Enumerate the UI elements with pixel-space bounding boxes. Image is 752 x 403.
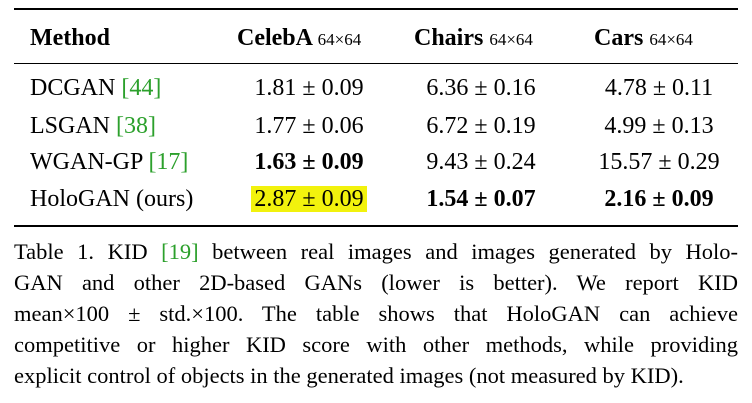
table-bottom-rule: [14, 225, 738, 227]
kid-cars-best: 2.16 ± 0.09: [604, 186, 714, 212]
caption-line: mean×100 ± std.×100. The table shows tha…: [14, 301, 738, 326]
dataset-name: Cars: [594, 25, 644, 51]
citation-link[interactable]: [44]: [121, 75, 162, 101]
kid-cars: 15.57 ± 0.29: [598, 149, 720, 175]
kid-chairs: 9.43 ± 0.24: [426, 149, 536, 175]
kid-celeba: 1.77 ± 0.06: [254, 113, 364, 139]
row-method: WGAN-GP [17]: [30, 147, 188, 177]
dataset-name: Chairs: [414, 25, 484, 51]
method-name: LSGAN: [30, 113, 117, 139]
kid-chairs: 6.72 ± 0.19: [426, 113, 536, 139]
row-method: DCGAN [44]: [30, 73, 161, 103]
method-name: WGAN-GP: [30, 149, 149, 175]
dataset-size: 64×64: [317, 30, 362, 49]
dataset-size: 64×64: [489, 30, 533, 49]
caption-line: competitive or higher KID score with oth…: [14, 332, 738, 357]
highlight-mark: 2.87 ± 0.09: [251, 186, 367, 212]
dataset-name: CelebA: [237, 25, 312, 51]
kid-celeba-best: 1.63 ± 0.09: [254, 149, 364, 175]
caption-text: between real images and images generated…: [198, 239, 739, 264]
table-top-rule: [14, 8, 738, 10]
caption-text: Table 1. KID: [14, 239, 162, 264]
citation-link[interactable]: [19]: [161, 239, 199, 264]
kid-celeba-highlighted: 2.87 ± 0.09: [229, 184, 389, 214]
kid-celeba: 1.81 ± 0.09: [254, 75, 364, 101]
citation-link[interactable]: [38]: [116, 113, 156, 139]
caption-line: GAN and other 2D-based GANs (lower is be…: [14, 270, 738, 295]
caption-line: explicit control of objects in the gener…: [14, 363, 684, 388]
method-name: HoloGAN (ours): [30, 186, 194, 212]
caption-line: Table 1. KID [19] between real images an…: [14, 236, 738, 267]
header-chairs: Chairs 64×64: [414, 23, 533, 55]
row-method: HoloGAN (ours): [30, 184, 193, 214]
header-celeba: CelebA 64×64: [237, 23, 361, 55]
kid-cars: 4.99 ± 0.13: [604, 113, 714, 139]
citation-link[interactable]: [17]: [148, 149, 189, 175]
header-cars: Cars 64×64: [594, 23, 693, 55]
dataset-size: 64×64: [649, 30, 693, 49]
method-name: DCGAN: [30, 75, 122, 101]
kid-chairs: 6.36 ± 0.16: [426, 75, 536, 101]
row-method: LSGAN [38]: [30, 111, 156, 141]
table-mid-rule: [14, 63, 738, 64]
table-caption: Table 1. KID [19] between real images an…: [14, 236, 738, 391]
kid-cars: 4.78 ± 0.11: [604, 75, 714, 101]
header-method: Method: [30, 25, 110, 51]
kid-chairs-best: 1.54 ± 0.07: [426, 186, 536, 212]
